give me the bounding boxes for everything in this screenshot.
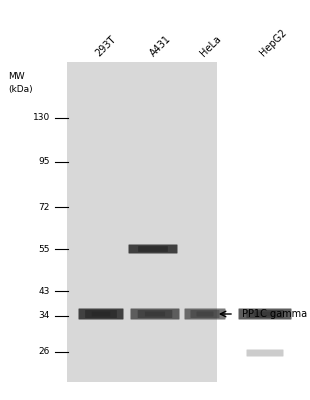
FancyBboxPatch shape bbox=[138, 310, 172, 318]
FancyBboxPatch shape bbox=[138, 246, 168, 252]
FancyBboxPatch shape bbox=[197, 312, 214, 316]
Text: 43: 43 bbox=[39, 286, 50, 296]
FancyBboxPatch shape bbox=[129, 244, 178, 254]
FancyBboxPatch shape bbox=[78, 308, 123, 320]
FancyBboxPatch shape bbox=[246, 310, 284, 318]
Text: MW: MW bbox=[8, 72, 24, 81]
FancyBboxPatch shape bbox=[246, 350, 284, 356]
Text: 95: 95 bbox=[38, 158, 50, 166]
Text: 34: 34 bbox=[39, 312, 50, 320]
FancyBboxPatch shape bbox=[92, 312, 110, 316]
Text: 55: 55 bbox=[38, 244, 50, 254]
FancyBboxPatch shape bbox=[184, 308, 225, 320]
Text: HeLa: HeLa bbox=[198, 33, 223, 58]
FancyBboxPatch shape bbox=[191, 310, 219, 318]
Text: 26: 26 bbox=[39, 348, 50, 356]
Text: HepG2: HepG2 bbox=[258, 27, 289, 58]
FancyBboxPatch shape bbox=[131, 308, 179, 320]
Text: A431: A431 bbox=[148, 33, 173, 58]
FancyBboxPatch shape bbox=[145, 312, 165, 316]
FancyBboxPatch shape bbox=[85, 310, 117, 318]
FancyBboxPatch shape bbox=[254, 312, 276, 316]
Text: 130: 130 bbox=[33, 114, 50, 122]
FancyBboxPatch shape bbox=[238, 308, 291, 320]
Text: (kDa): (kDa) bbox=[8, 85, 33, 94]
Text: PP1C gamma: PP1C gamma bbox=[242, 309, 307, 319]
Text: 293T: 293T bbox=[94, 34, 118, 58]
Text: 72: 72 bbox=[39, 202, 50, 212]
FancyBboxPatch shape bbox=[67, 62, 217, 382]
